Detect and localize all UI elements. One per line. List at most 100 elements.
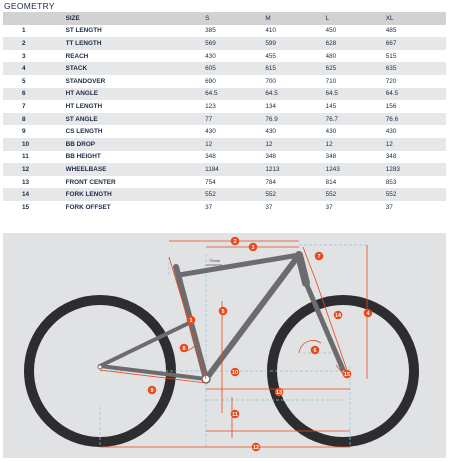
marker-number: 8	[182, 346, 185, 352]
row-value-l: 1243	[325, 163, 386, 176]
table-row: 9 CS LENGTH 430 430 430 430	[3, 125, 446, 138]
row-value-xl: 552	[385, 188, 446, 201]
dimension-marker: 12	[251, 442, 261, 452]
row-value-l: 480	[325, 49, 386, 63]
row-value-l: 450	[325, 24, 386, 38]
dimension-marker: 10	[230, 367, 240, 377]
row-number: 1	[3, 24, 66, 38]
row-value-l: 814	[325, 175, 386, 189]
row-number: 6	[3, 87, 66, 101]
row-label: CS LENGTH	[65, 125, 206, 138]
row-number: 7	[3, 100, 66, 113]
row-number: 14	[3, 188, 66, 201]
marker-number: 14	[335, 313, 342, 319]
row-value-xl: 635	[385, 62, 446, 75]
row-label: HT LENGTH	[65, 100, 206, 113]
table-row: 7 HT LENGTH 123 134 145 156	[3, 100, 446, 113]
row-value-xl: 156	[385, 100, 446, 113]
table-header-cell: M	[265, 12, 326, 25]
row-value-s: 385	[205, 24, 266, 38]
row-number: 2	[3, 37, 66, 50]
marker-number: 12	[253, 445, 259, 451]
row-value-s: 64.5	[205, 87, 266, 101]
table-row: 12 WHEELBASE 1184 1213 1243 1283	[3, 163, 446, 176]
marker-dot	[314, 251, 324, 261]
marker-number: 11	[232, 412, 238, 418]
row-value-m: 12	[265, 137, 326, 151]
row-label: STANDOVER	[65, 74, 206, 88]
guide-lines	[99, 244, 367, 447]
marker-number: 3	[251, 245, 254, 251]
marker-number: 13	[276, 390, 282, 396]
row-value-xl: 430	[385, 125, 446, 138]
row-value-l: 625	[325, 62, 386, 75]
marker-dot	[186, 315, 196, 325]
row-label: HT ANGLE	[65, 87, 206, 101]
marker-number: 5	[221, 309, 224, 315]
dimension-marker: 14	[333, 310, 343, 320]
table-row: 5 STANDOVER 690 700 710 720	[3, 74, 446, 88]
row-value-m: 37	[265, 200, 326, 214]
row-number: 3	[3, 49, 66, 63]
row-value-s: 569	[205, 37, 266, 50]
marker-dot	[342, 369, 352, 379]
row-value-l: 12	[325, 137, 386, 151]
marker-dot	[248, 242, 258, 252]
row-value-xl: 348	[385, 150, 446, 164]
marker-number: 4	[366, 311, 370, 317]
table-row: 15 FORK OFFSET 37 37 37 37	[3, 200, 446, 214]
table-row: 14 FORK LENGTH 552 552 552 552	[3, 188, 446, 201]
row-value-xl: 12	[385, 137, 446, 151]
marker-dot	[230, 367, 240, 377]
row-value-s: 430	[205, 125, 266, 138]
row-number: 5	[3, 74, 66, 88]
marker-dot	[230, 409, 240, 419]
row-value-l: 145	[325, 100, 386, 113]
row-value-l: 552	[325, 188, 386, 201]
marker-dot	[333, 310, 343, 320]
row-label: BB HEIGHT	[65, 150, 206, 164]
table-row: 3 REACH 430 455 480 515	[3, 49, 446, 63]
dimension-marker: 5	[218, 306, 228, 316]
marker-number: 2	[233, 239, 236, 245]
marker-dot	[230, 236, 240, 246]
row-value-m: 700	[265, 74, 326, 88]
dimension-marker: 15	[342, 369, 352, 379]
table-row: 10 BB DROP 12 12 12 12	[3, 137, 446, 151]
row-label: FRONT CENTER	[65, 175, 206, 189]
dimension-marker: 6	[310, 345, 320, 355]
row-label: ST LENGTH	[65, 24, 206, 38]
row-value-s: 12	[205, 137, 266, 151]
row-label: BB DROP	[65, 137, 206, 151]
row-value-m: 348	[265, 150, 326, 164]
table-row: 6 HT ANGLE 64.5 64.5 64.5 64.5	[3, 87, 446, 101]
row-number: 8	[3, 112, 66, 126]
row-value-s: 77	[205, 112, 266, 126]
marker-dot	[251, 442, 261, 452]
row-value-s: 690	[205, 74, 266, 88]
marker-dot	[363, 308, 373, 318]
marker-dot	[310, 345, 320, 355]
row-value-m: 455	[265, 49, 326, 63]
row-value-m: 1213	[265, 163, 326, 176]
row-label: WHEELBASE	[65, 163, 206, 176]
marker-dot	[147, 385, 157, 395]
marker-dot	[179, 343, 189, 353]
row-number: 10	[3, 137, 66, 151]
row-value-m: 599	[265, 37, 326, 50]
marker-dot	[218, 306, 228, 316]
dimension-marker: 11	[230, 409, 240, 419]
marker-number: 15	[344, 372, 350, 378]
row-number: 15	[3, 200, 66, 214]
marker-number: 9	[150, 388, 153, 394]
row-label: ST ANGLE	[65, 112, 206, 126]
row-value-s: 1184	[205, 163, 266, 176]
row-value-m: 64.5	[265, 87, 326, 101]
bike-geometry-diagram: 70mm 1 2 3 4 5 6 7 8 9 10 11 12 13 14 15	[3, 233, 446, 458]
dimension-marker: 1	[186, 315, 196, 325]
table-row: 4 STACK 605 615 625 635	[3, 62, 446, 75]
row-value-s: 123	[205, 100, 266, 113]
dimension-70mm-label: 70mm	[209, 258, 221, 263]
